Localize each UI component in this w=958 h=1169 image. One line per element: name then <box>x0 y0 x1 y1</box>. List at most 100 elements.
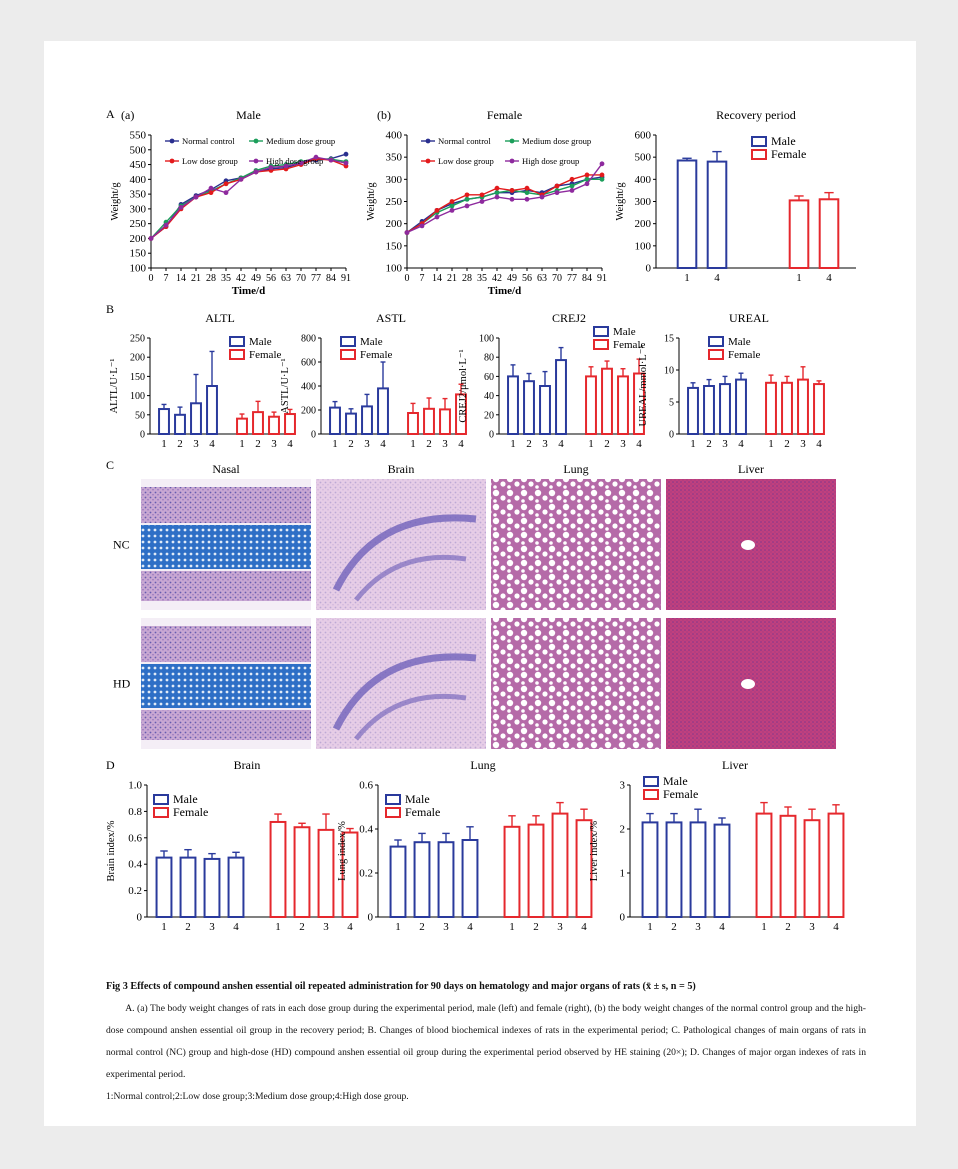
histology-column-label: Brain <box>388 462 415 476</box>
data-point <box>343 151 349 157</box>
x-tick-label: 4 <box>833 921 839 933</box>
bar <box>179 856 197 918</box>
histology-row-label: NC <box>113 538 130 552</box>
data-point <box>419 223 425 229</box>
y-axis-label: UREAL/mmol·L⁻¹ <box>638 345 649 426</box>
x-tick-label: 77 <box>567 273 577 284</box>
series-line <box>150 157 347 239</box>
y-tick-label: 0 <box>137 912 143 924</box>
legend-label: Female <box>405 805 440 819</box>
y-tick-label: 300 <box>130 203 147 215</box>
series-line <box>406 178 602 234</box>
legend-marker <box>253 138 259 144</box>
legend-label: Normal control <box>438 136 491 146</box>
data-point <box>148 236 154 241</box>
x-tick-label: 1 <box>395 921 401 933</box>
legend-marker <box>253 158 259 164</box>
dentate-band <box>354 554 467 602</box>
x-tick-label: 0 <box>149 273 154 284</box>
x-tick-label: 56 <box>522 273 532 284</box>
y-axis-label: Liver index/% <box>589 821 600 882</box>
histology-image <box>316 479 486 610</box>
x-tick-label: 1 <box>239 438 245 450</box>
bar <box>617 375 629 435</box>
y-axis-label: Weight/g <box>366 182 377 221</box>
chart-title: Female <box>487 108 522 122</box>
y-tick-label: 200 <box>301 406 316 417</box>
legend-marker <box>425 158 431 164</box>
x-axis-label: Time/d <box>488 285 521 297</box>
data-point <box>434 207 440 213</box>
y-tick-label: 60 <box>484 372 494 383</box>
y-tick-label: 150 <box>130 248 147 260</box>
data-point <box>584 172 590 178</box>
y-tick-label: 0 <box>620 912 626 924</box>
data-point <box>509 188 515 193</box>
series-line <box>150 153 347 239</box>
x-tick-label: 2 <box>706 438 712 450</box>
epithelium-nuclei <box>141 626 311 662</box>
x-tick-label: 63 <box>281 273 291 284</box>
y-tick-label: 800 <box>301 334 316 345</box>
legend-label: Female <box>249 349 281 361</box>
legend-swatch <box>340 349 356 360</box>
data-point <box>208 190 214 196</box>
legend-swatch <box>385 807 401 818</box>
bar <box>803 819 821 919</box>
y-axis-label: Lung index/% <box>337 821 348 881</box>
y-tick-label: 0.2 <box>359 868 373 880</box>
y-tick-label: 250 <box>130 218 147 230</box>
y-tick-label: 500 <box>130 144 147 156</box>
x-tick-label: 4 <box>714 272 720 284</box>
series-line <box>150 156 347 239</box>
x-tick-label: 1 <box>161 921 167 933</box>
bar <box>361 405 373 435</box>
figure-3: ABCD100150200250300350400450500550MaleWe… <box>106 107 856 933</box>
y-tick-label: 300 <box>635 196 652 208</box>
data-point <box>494 185 500 191</box>
legend-swatch <box>708 336 724 347</box>
x-tick-label: 3 <box>271 438 277 450</box>
x-tick-label: 1 <box>410 438 416 450</box>
x-tick-label: 2 <box>419 921 425 933</box>
bar <box>227 856 245 918</box>
y-tick-label: 200 <box>130 353 145 364</box>
panel-letter-B: B <box>106 302 114 316</box>
legend-swatch <box>593 339 609 350</box>
histology-image <box>141 479 311 610</box>
y-tick-label: 400 <box>301 382 316 393</box>
legend-label: Female <box>360 349 392 361</box>
data-point <box>253 169 259 175</box>
data-point <box>524 190 530 196</box>
data-point <box>464 192 470 198</box>
bar <box>687 386 699 436</box>
y-axis-label: Weight/g <box>110 182 121 221</box>
y-tick-label: 450 <box>130 159 147 171</box>
x-tick-label: 3 <box>209 921 215 933</box>
epithelium-nuclei <box>141 487 311 523</box>
data-point <box>404 230 410 235</box>
bar <box>719 383 731 435</box>
x-tick-label: 28 <box>206 273 216 284</box>
data-point <box>163 222 169 228</box>
legend-label: Female <box>613 339 645 351</box>
bar <box>190 402 202 435</box>
data-point <box>569 188 575 193</box>
bar <box>797 378 809 436</box>
bar <box>641 821 659 919</box>
data-point <box>434 214 440 220</box>
epithelium-nuclei <box>141 571 311 601</box>
bar <box>813 383 825 435</box>
data-point <box>464 203 470 209</box>
bar <box>439 408 451 435</box>
x-tick-label: 3 <box>800 438 806 450</box>
y-tick-label: 550 <box>130 130 147 142</box>
x-tick-label: 3 <box>323 921 329 933</box>
chart-title: Recovery period <box>716 108 796 122</box>
legend-swatch <box>643 776 659 787</box>
x-tick-label: 2 <box>177 438 183 450</box>
y-tick-label: 1.0 <box>128 780 142 792</box>
x-tick-label: 2 <box>785 921 791 933</box>
x-tick-label: 1 <box>509 921 515 933</box>
